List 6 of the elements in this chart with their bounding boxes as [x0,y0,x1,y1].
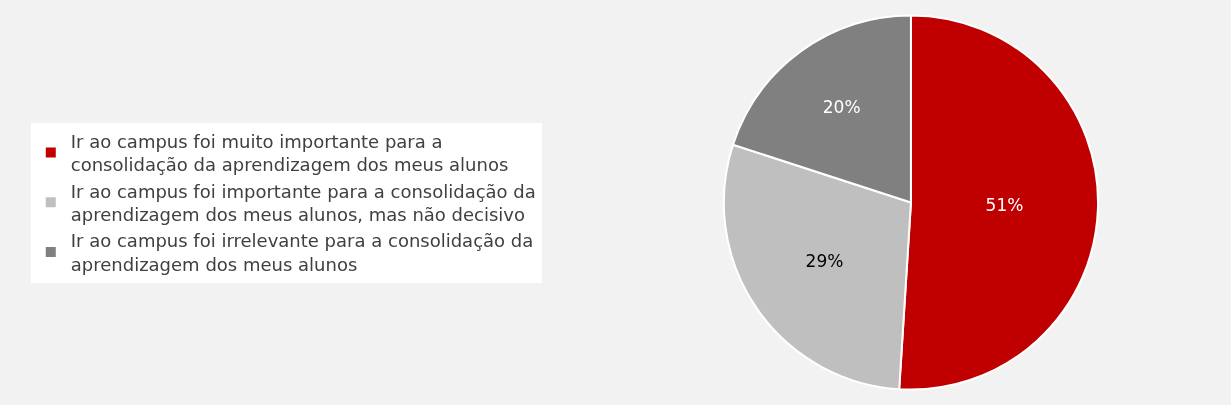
data-label: 20% [822,97,861,118]
data-label: 51% [985,195,1024,216]
legend-label: Ir ao campus foi muito importante para a consolidação da aprendizagem dos meus alunos [70,130,509,176]
data-label: 29% [805,251,844,272]
legend-label: Ir ao campus foi importante para a consolidação da aprendizagem dos meus alunos, mas não decisivo [70,180,536,225]
legend-label: Ir ao campus foi irrelevante para a consolidação da aprendizagem dos meus alunos [70,230,534,275]
